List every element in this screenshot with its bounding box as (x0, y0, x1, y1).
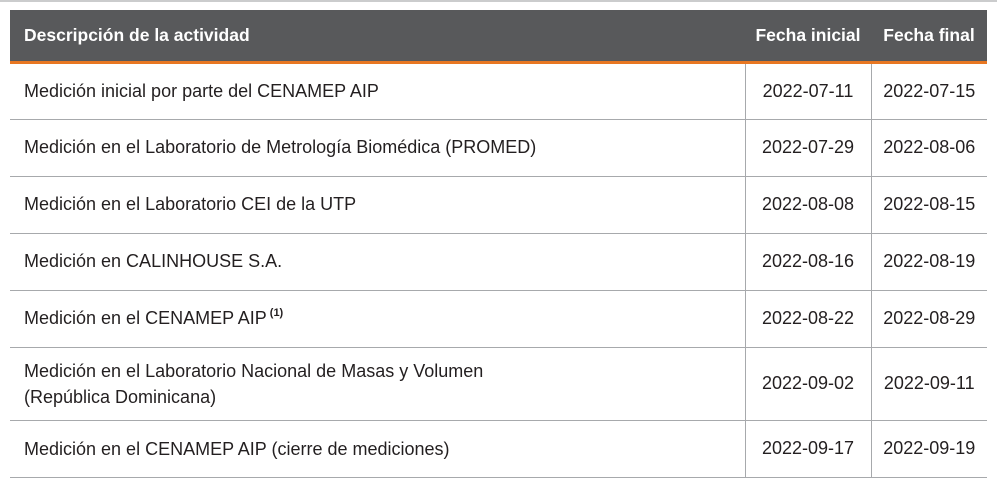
column-header-fecha-inicial: Fecha inicial (745, 10, 871, 64)
footnote-marker: (1) (269, 307, 284, 320)
fecha-inicial-cell: 2022-09-02 (744, 347, 871, 421)
table-header-row: Descripción de la actividad Fecha inicia… (10, 10, 987, 64)
activity-description: Medición en el Laboratorio Nacional de M… (24, 360, 484, 407)
activity-schedule-table: Descripción de la actividad Fecha inicia… (10, 10, 987, 478)
fecha-final-cell: 2022-08-15 (870, 176, 987, 234)
fecha-final-cell: 2022-07-15 (870, 62, 987, 120)
activity-description: Medición en el Laboratorio de Metrología… (24, 137, 537, 158)
activity-description: Medición en el CENAMEP AIP (24, 308, 267, 329)
table-row: Medición en el Laboratorio de Metrología… (10, 119, 987, 177)
fecha-inicial-cell: 2022-07-11 (744, 62, 871, 120)
table-row: Medición en CALINHOUSE S.A. 2022-08-16 2… (10, 233, 987, 291)
fecha-final-cell: 2022-09-19 (870, 420, 987, 478)
table-row: Medición en el Laboratorio CEI de la UTP… (10, 176, 987, 234)
table-row: Medición en el CENAMEP AIP (1) 2022-08-22… (10, 290, 987, 348)
table-row: Medición inicial por parte del CENAMEP A… (10, 62, 987, 120)
fecha-final-cell: 2022-09-11 (870, 347, 987, 421)
activity-description-cell: Medición en CALINHOUSE S.A. (10, 233, 745, 291)
fecha-inicial-cell: 2022-08-22 (744, 290, 871, 348)
activity-description-cell: Medición en el Laboratorio CEI de la UTP (10, 176, 745, 234)
fecha-inicial-cell: 2022-08-08 (744, 176, 871, 234)
fecha-inicial-cell: 2022-07-29 (744, 119, 871, 177)
activity-description-cell: Medición en el CENAMEP AIP (1) (10, 290, 745, 348)
fecha-final-cell: 2022-08-06 (870, 119, 987, 177)
activity-description: Medición en CALINHOUSE S.A. (24, 251, 283, 272)
column-header-description: Descripción de la actividad (10, 10, 745, 64)
activity-description-cell: Medición en el CENAMEP AIP (cierre de me… (10, 420, 745, 478)
fecha-final-cell: 2022-08-19 (870, 233, 987, 291)
activity-description-cell: Medición en el Laboratorio Nacional de M… (10, 347, 745, 421)
activity-description-cell: Medición en el Laboratorio de Metrología… (10, 119, 745, 177)
fecha-inicial-cell: 2022-08-16 (744, 233, 871, 291)
fecha-final-cell: 2022-08-29 (870, 290, 987, 348)
table-row: Medición en el CENAMEP AIP (cierre de me… (10, 420, 987, 478)
fecha-inicial-cell: 2022-09-17 (744, 420, 871, 478)
activity-description: Medición en el CENAMEP AIP (cierre de me… (24, 438, 450, 459)
column-header-fecha-final: Fecha final (871, 10, 987, 64)
activity-description-cell: Medición inicial por parte del CENAMEP A… (10, 62, 745, 120)
table-row: Medición en el Laboratorio Nacional de M… (10, 347, 987, 421)
activity-description: Medición inicial por parte del CENAMEP A… (24, 80, 379, 101)
activity-description: Medición en el Laboratorio CEI de la UTP (24, 194, 357, 215)
